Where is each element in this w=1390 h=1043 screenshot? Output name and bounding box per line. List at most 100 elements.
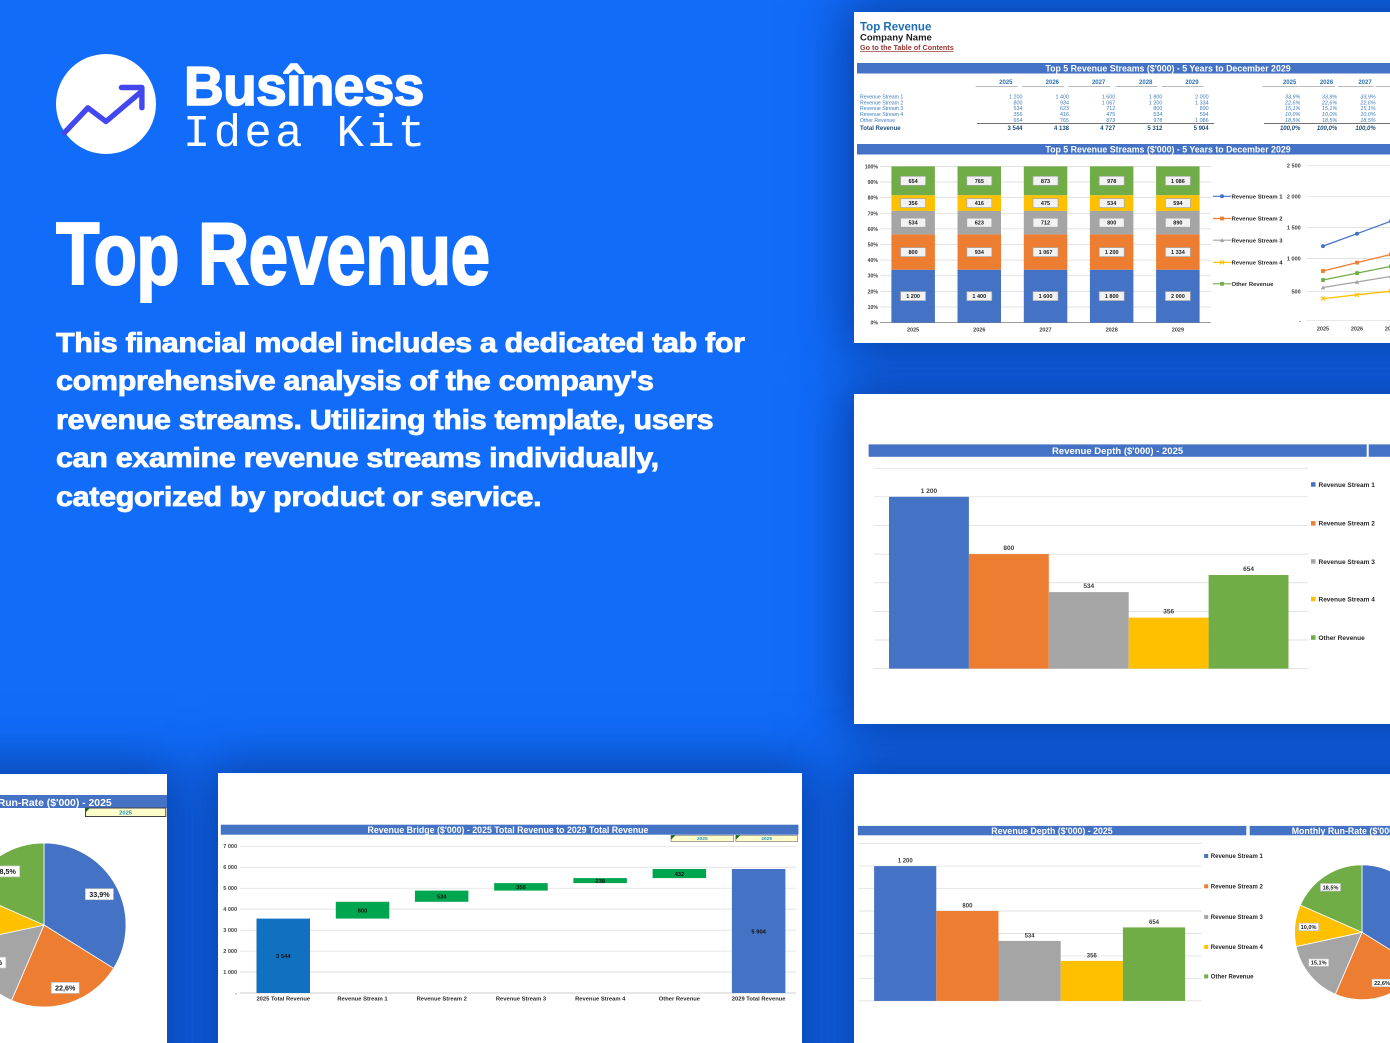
svg-text:1 600: 1 600: [1039, 294, 1053, 300]
svg-text:2025 Total Revenue: 2025 Total Revenue: [256, 997, 310, 1003]
svg-text:22,6%: 22,6%: [1359, 100, 1375, 106]
svg-text:Revenue Stream 1: Revenue Stream 1: [1319, 482, 1376, 489]
svg-text:33,9%: 33,9%: [89, 890, 110, 899]
svg-text:Revenue Stream 1: Revenue Stream 1: [860, 95, 903, 101]
svg-text:712: 712: [1041, 221, 1050, 227]
svg-text:10%: 10%: [868, 305, 879, 311]
svg-text:Go to the Table of Contents: Go to the Table of Contents: [860, 43, 954, 52]
svg-text:33,9%: 33,9%: [1322, 95, 1337, 101]
svg-text:2025: 2025: [119, 811, 133, 817]
svg-text:2027: 2027: [1358, 80, 1372, 86]
svg-text:Revenue Stream 3: Revenue Stream 3: [1211, 915, 1264, 921]
svg-text:1 067: 1 067: [1039, 250, 1053, 256]
svg-text:15,1%: 15,1%: [1360, 106, 1375, 112]
svg-text:Other Revenue: Other Revenue: [1319, 635, 1366, 642]
svg-text:Top Revenue: Top Revenue: [860, 22, 931, 34]
svg-text:80%: 80%: [868, 196, 879, 202]
svg-text:7 000: 7 000: [223, 844, 237, 850]
svg-text:Top 5 Revenue Streams ($'000): Top 5 Revenue Streams ($'000) - 5 Years …: [1045, 144, 1290, 154]
svg-text:475: 475: [1041, 201, 1050, 207]
svg-text:20%: 20%: [868, 289, 879, 295]
svg-text:416: 416: [975, 201, 984, 207]
svg-text:50%: 50%: [868, 243, 879, 249]
svg-text:18,5%: 18,5%: [1360, 118, 1375, 124]
svg-text:1 200: 1 200: [906, 294, 920, 300]
svg-text:Revenue Stream 1: Revenue Stream 1: [1211, 854, 1264, 860]
svg-text:Revenue Stream 3: Revenue Stream 3: [860, 106, 903, 112]
svg-text:1 000: 1 000: [223, 970, 237, 976]
svg-text:765: 765: [1060, 118, 1069, 124]
svg-text:22,6%: 22,6%: [1374, 981, 1390, 987]
svg-text:Revenue Stream 2: Revenue Stream 2: [1319, 521, 1376, 528]
svg-text:356: 356: [1087, 953, 1098, 959]
svg-text:654: 654: [1014, 118, 1023, 124]
svg-text:1 334: 1 334: [1195, 100, 1209, 106]
svg-text:15,1%: 15,1%: [1311, 961, 1327, 967]
svg-text:978: 978: [1153, 118, 1162, 124]
svg-text:Company Name: Company Name: [860, 33, 932, 44]
svg-text:Other Revenue: Other Revenue: [1232, 282, 1275, 288]
svg-text:534: 534: [1153, 112, 1162, 118]
svg-text:15,1%: 15,1%: [0, 958, 3, 967]
svg-text:22,6%: 22,6%: [1321, 100, 1337, 106]
svg-text:2026: 2026: [1351, 327, 1363, 333]
svg-text:978: 978: [1107, 179, 1116, 185]
svg-text:Revenue Stream 4: Revenue Stream 4: [860, 112, 903, 118]
svg-text:800: 800: [1153, 106, 1162, 112]
svg-text:Revenue Depth ($'000) - 2025: Revenue Depth ($'000) - 2025: [1052, 446, 1184, 457]
svg-text:Revenue Stream 3: Revenue Stream 3: [496, 997, 547, 1003]
svg-text:534: 534: [1083, 583, 1094, 590]
svg-text:-: -: [1299, 319, 1301, 325]
svg-text:Monthly Run-Rate ($'000) - 202: Monthly Run-Rate ($'000) - 2025: [0, 798, 112, 809]
svg-text:2026: 2026: [1320, 80, 1334, 86]
svg-text:22,6%: 22,6%: [1284, 100, 1300, 106]
svg-text:Revenue Stream 4: Revenue Stream 4: [1211, 945, 1264, 951]
svg-text:Revenue Stream 2: Revenue Stream 2: [1211, 885, 1264, 891]
svg-text:800: 800: [1107, 221, 1116, 227]
svg-text:10,0%: 10,0%: [1285, 112, 1300, 118]
svg-text:800: 800: [909, 250, 918, 256]
svg-text:654: 654: [1149, 920, 1160, 926]
svg-text:2 000: 2 000: [1171, 294, 1185, 300]
svg-text:3 544: 3 544: [276, 954, 291, 960]
svg-text:1 500: 1 500: [1287, 225, 1301, 231]
svg-text:800: 800: [358, 909, 368, 915]
svg-text:712: 712: [1106, 106, 1115, 112]
svg-text:5 904: 5 904: [751, 929, 766, 935]
svg-text:2 000: 2 000: [1287, 194, 1301, 200]
svg-text:432: 432: [675, 872, 685, 878]
svg-text:33,9%: 33,9%: [1285, 95, 1300, 101]
svg-text:654: 654: [909, 179, 919, 185]
svg-text:1 400: 1 400: [1056, 95, 1070, 101]
svg-text:2029: 2029: [761, 836, 772, 842]
svg-text:2025: 2025: [999, 80, 1013, 86]
svg-text:873: 873: [1041, 179, 1050, 185]
svg-text:40%: 40%: [868, 258, 879, 264]
svg-text:18,5%: 18,5%: [1323, 885, 1339, 891]
svg-text:2 500: 2 500: [1287, 163, 1301, 169]
svg-text:2 000: 2 000: [1195, 95, 1209, 101]
svg-text:2027: 2027: [1385, 327, 1390, 333]
svg-text:238: 238: [595, 879, 605, 885]
svg-text:2029: 2029: [1185, 80, 1199, 86]
svg-text:60%: 60%: [868, 227, 879, 233]
svg-text:Revenue Stream 1: Revenue Stream 1: [337, 997, 388, 1003]
svg-text:Revenue Bridge ($'000) - 2025: Revenue Bridge ($'000) - 2025 Total Reve…: [368, 825, 649, 835]
svg-text:800: 800: [1014, 100, 1023, 106]
svg-text:654: 654: [1243, 566, 1254, 573]
svg-text:1 200: 1 200: [1149, 100, 1163, 106]
svg-text:Monthly Run-Rate ($'000) - 202: Monthly Run-Rate ($'000) - 2025: [1292, 826, 1390, 836]
svg-text:356: 356: [1163, 609, 1174, 616]
svg-text:70%: 70%: [868, 211, 879, 217]
svg-text:1 200: 1 200: [1105, 250, 1119, 256]
svg-text:2025: 2025: [907, 328, 919, 334]
svg-text:33,9%: 33,9%: [1360, 95, 1375, 101]
svg-text:800: 800: [962, 904, 973, 910]
svg-text:1 067: 1 067: [1102, 100, 1116, 106]
svg-text:594: 594: [1200, 112, 1209, 118]
svg-text:2029 Total Revenue: 2029 Total Revenue: [732, 997, 786, 1003]
svg-text:1 800: 1 800: [1105, 294, 1119, 300]
svg-text:-: -: [235, 991, 237, 997]
svg-text:500: 500: [1292, 290, 1301, 296]
svg-text:2 000: 2 000: [223, 949, 237, 955]
